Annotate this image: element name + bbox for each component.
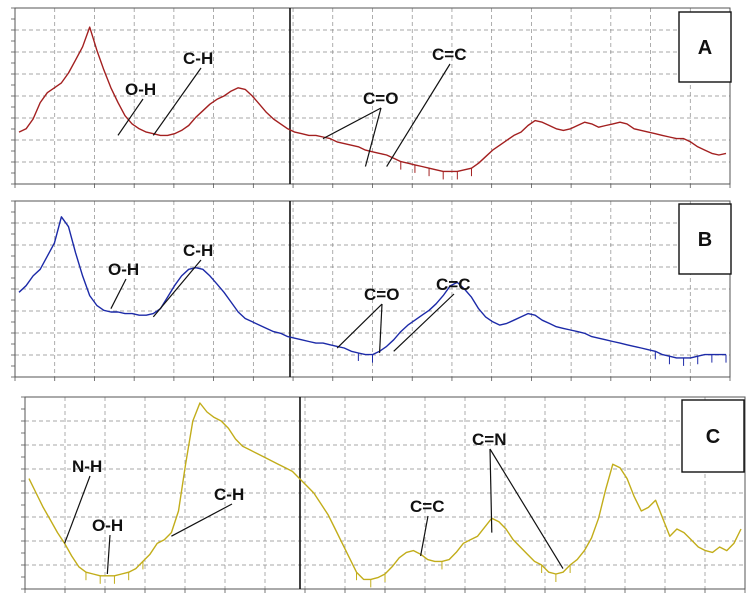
peak-label: C=O	[364, 285, 399, 304]
peak-label: O-H	[92, 516, 123, 535]
annotation-leader-line	[171, 503, 233, 537]
annotation-leader-line	[106, 534, 111, 575]
peak-label: O-H	[125, 80, 156, 99]
panel-label-box	[678, 203, 732, 275]
annotation-leader-line	[386, 63, 451, 167]
spectrum-line	[18, 26, 727, 173]
panel-label: C	[706, 426, 720, 448]
annotation-leader-line	[336, 303, 383, 349]
annotation-leader-line	[489, 448, 564, 569]
annotation-leader-line	[420, 515, 429, 557]
panel-label: B	[698, 229, 712, 251]
annotation-leader-line	[378, 303, 383, 353]
annotation-leader-line	[152, 67, 202, 136]
annotation-leader-line	[393, 293, 455, 352]
panel-label-box	[681, 399, 745, 473]
panel-label: A	[698, 37, 712, 59]
peak-label: O-H	[108, 260, 139, 279]
annotation-leader-line	[64, 475, 91, 544]
panel-label-box	[678, 11, 732, 83]
peak-label: N-H	[72, 457, 102, 476]
annotation-leader-line	[152, 259, 202, 318]
spectrum-panel-c: N-H O-H C-H C=C C=N C	[21, 396, 746, 593]
annotation-leader-line	[117, 98, 144, 136]
peak-label: C=C	[432, 45, 466, 64]
annotation-leader-line	[364, 107, 382, 167]
spectrum-panel-a: O-H C-H C=O C=C A	[11, 7, 732, 188]
peak-label: C-H	[183, 241, 213, 260]
annotation-leader-line	[110, 278, 127, 309]
peak-label: C=C	[410, 497, 444, 516]
peak-label: C-H	[183, 49, 213, 68]
peak-label: C=O	[363, 89, 398, 108]
annotation-leader-line	[489, 448, 493, 533]
peak-label: C=N	[472, 430, 506, 449]
peak-label: C-H	[214, 485, 244, 504]
spectrum-panel-b: O-H C-H C=O C=C B	[11, 200, 732, 381]
peak-label: C=C	[436, 275, 470, 294]
annotation-leader-line	[322, 107, 382, 140]
